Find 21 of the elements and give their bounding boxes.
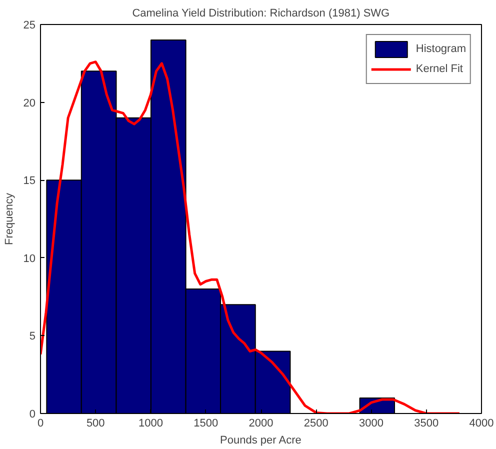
x-tick-label: 2500 (304, 418, 328, 430)
y-tick-label: 20 (23, 97, 36, 110)
x-tick-label: 3000 (359, 418, 384, 430)
y-tick-label: 10 (23, 252, 36, 265)
x-tick-label: 3500 (414, 418, 439, 430)
x-tick-label: 500 (86, 418, 105, 430)
legend-label: Kernel Fit (416, 63, 463, 75)
chart-title: Camelina Yield Distribution: Richardson (1981) SWG (132, 8, 390, 20)
x-tick-label: 1500 (194, 418, 218, 430)
y-axis-title: Frequency (3, 192, 16, 245)
y-tick-label: 25 (23, 20, 36, 32)
y-tick-label: 15 (23, 175, 36, 188)
x-axis-title: Pounds per Acre (220, 434, 302, 446)
x-tick-label: 4000 (469, 418, 494, 430)
y-tick-label: 0 (29, 408, 36, 420)
x-tick-label: 0 (37, 418, 44, 430)
x-tick-label: 2000 (248, 418, 274, 430)
x-tick-label: 1000 (138, 418, 163, 430)
legend-label: Histogram (416, 43, 466, 55)
line-series (40, 60, 461, 414)
y-tick-label: 5 (29, 330, 36, 343)
